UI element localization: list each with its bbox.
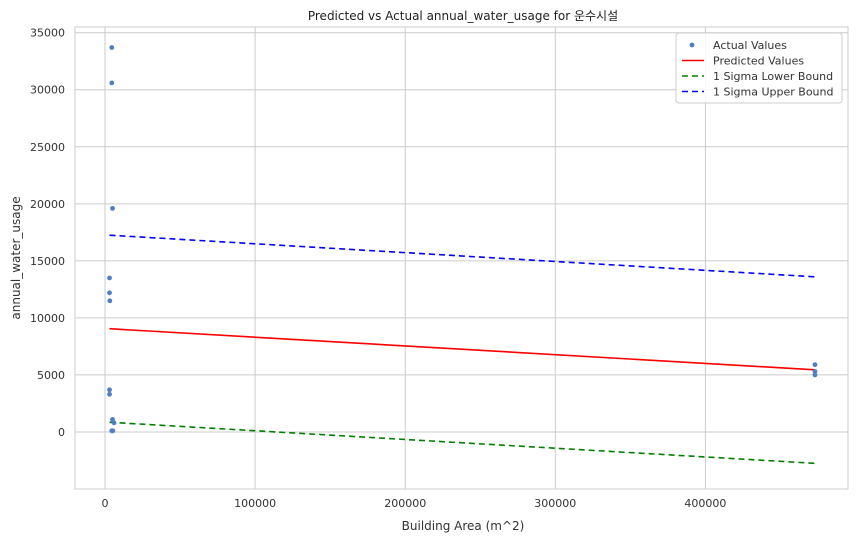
data-point	[107, 298, 113, 304]
data-point	[111, 420, 117, 426]
legend-items: Actual Values Predicted Values 1 Sigma Low…	[682, 39, 833, 99]
legend-label: 1 Sigma Upper Bound	[713, 86, 833, 99]
y-axis-ticks: 0 5000 10000 15000 20000 25000 30000 35000	[30, 27, 65, 439]
y-tick-label: 30000	[30, 84, 65, 97]
x-tick-label: 100000	[234, 497, 276, 510]
data-point	[107, 290, 112, 296]
data-point	[109, 80, 115, 86]
plot-frame	[74, 26, 849, 490]
data-point	[107, 275, 112, 281]
data-point	[110, 205, 115, 211]
x-tick-label: 400000	[684, 497, 726, 510]
data-point	[110, 428, 116, 434]
legend-label: Actual Values	[713, 39, 787, 52]
data-point	[107, 391, 112, 397]
y-tick-label: 15000	[30, 255, 65, 268]
series-points	[107, 45, 818, 434]
y-tick-label: 5000	[37, 369, 65, 382]
x-tick-label: 200000	[384, 497, 426, 510]
data-point	[107, 387, 112, 393]
series-line	[109, 327, 816, 371]
legend-marker	[689, 42, 695, 48]
plot-area: 0 100000 200000 300000 400000 0 5000 10000 1500…	[30, 26, 849, 510]
y-tick-label: 20000	[30, 198, 65, 211]
legend-box	[675, 32, 843, 104]
series-lines	[109, 234, 816, 465]
data-point	[812, 362, 818, 368]
chart-title: Predicted vs Actual annual_water_usage f…	[308, 9, 618, 23]
data-point	[812, 372, 818, 378]
x-tick-label: 0	[102, 497, 109, 510]
y-tick-label: 0	[58, 426, 65, 439]
series-line	[109, 234, 816, 278]
legend-label: Predicted Values	[713, 55, 804, 68]
y-tick-label: 25000	[30, 141, 65, 154]
y-tick-label: 35000	[30, 27, 65, 40]
x-axis-ticks: 0 100000 200000 300000 400000	[102, 497, 727, 510]
series-line	[109, 421, 816, 465]
x-tick-label: 300000	[534, 497, 576, 510]
data-point	[109, 45, 115, 50]
grid	[75, 27, 848, 489]
x-axis-title: Building Area (m^2)	[402, 519, 525, 533]
y-tick-label: 10000	[30, 312, 65, 325]
legend-label: 1 Sigma Lower Bound	[713, 70, 833, 83]
data-point	[812, 369, 818, 374]
y-axis-title: annual_water_usage	[9, 196, 23, 319]
legend: Actual Values Predicted Values 1 Sigma Low…	[675, 32, 843, 104]
